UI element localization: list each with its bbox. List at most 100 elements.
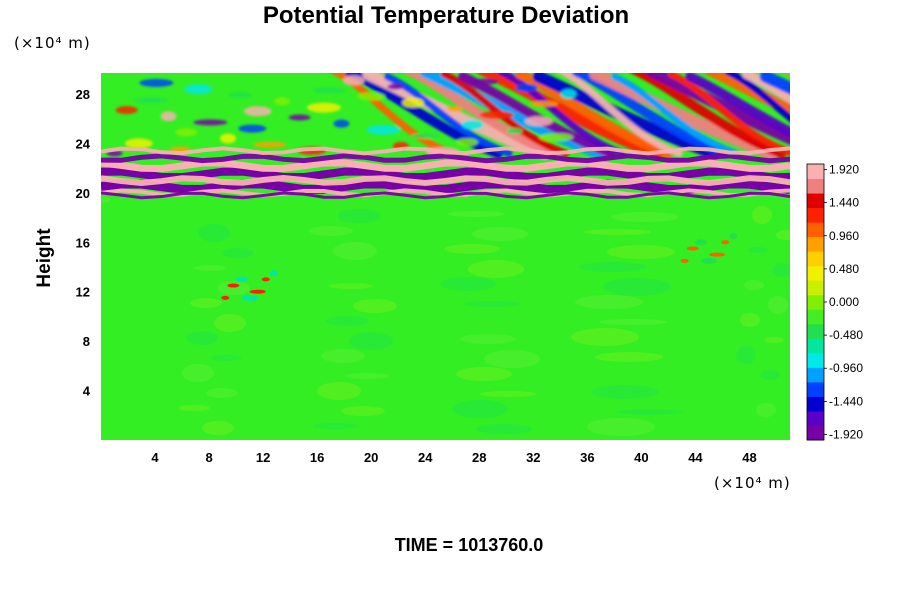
- cell-blob: [241, 294, 258, 301]
- y-axis-ticks: 4 8 12 16 20 24 28: [76, 87, 91, 399]
- colorbar-swatch: [807, 367, 824, 383]
- colorbar-swatch: [807, 193, 824, 209]
- background-texture: [333, 242, 377, 260]
- wave-crest: [497, 73, 626, 157]
- wave-blob: [219, 133, 236, 144]
- wave-blob: [306, 102, 341, 113]
- wave-blob: [124, 138, 153, 149]
- wave-blob: [160, 111, 177, 122]
- y-axis-label: Height: [34, 228, 55, 288]
- wave-crest: [704, 73, 790, 118]
- wave-crest: [589, 73, 778, 160]
- background-texture: [222, 248, 254, 258]
- wave-blob: [252, 141, 287, 148]
- background-texture: [760, 370, 780, 380]
- wave-blob: [470, 78, 499, 85]
- wave-blob: [506, 128, 523, 135]
- background-texture: [321, 349, 365, 363]
- background-texture: [349, 332, 393, 350]
- cell-blob: [249, 289, 266, 294]
- background-texture: [583, 229, 651, 235]
- background-texture: [772, 263, 790, 277]
- colorbar-swatch: [807, 425, 824, 441]
- background-texture: [776, 230, 790, 240]
- wave-crest: [724, 73, 790, 123]
- background-texture: [476, 424, 532, 434]
- x-axis-unit: (×10⁴ m): [714, 474, 791, 492]
- shear-substrata: [101, 191, 790, 200]
- colorbar-swatch: [807, 236, 824, 252]
- cell-blob: [269, 270, 278, 277]
- colorbar-swatch: [807, 164, 824, 180]
- cell-blob: [729, 233, 738, 240]
- shear-substrata: [101, 146, 790, 156]
- wave-blob: [402, 97, 425, 108]
- band-line: [101, 167, 790, 182]
- colorbar-swatch: [807, 294, 824, 310]
- background-texture: [579, 262, 647, 272]
- colorbar-swatch: [807, 178, 824, 194]
- colorbar-swatch: [807, 352, 824, 368]
- colorbar-swatch: [807, 381, 824, 397]
- background-texture: [329, 283, 373, 289]
- shear-layer-warm-band: [101, 159, 790, 172]
- y-axis-unit: (×10⁴ m): [14, 34, 91, 52]
- wave-blob: [333, 119, 350, 128]
- background-texture: [595, 352, 663, 362]
- background-texture: [472, 227, 528, 241]
- background-texture: [484, 350, 540, 368]
- wave-crest: [610, 73, 740, 157]
- background-texture: [337, 209, 381, 223]
- x-axis-ticks: 4 8 12 16 20 24 28 32 36 40 44 48: [151, 450, 756, 465]
- colorbar-tick-label: 1.920: [829, 163, 859, 177]
- background-texture: [468, 260, 524, 278]
- background-texture: [309, 226, 353, 236]
- colorbar-swatch: [807, 265, 824, 281]
- y-tick-label: 28: [76, 87, 90, 102]
- wave-crest: [667, 73, 790, 157]
- x-tick-label: 36: [580, 450, 594, 465]
- wave-crest: [759, 73, 790, 95]
- background-texture: [341, 406, 385, 416]
- background-texture: [603, 278, 671, 296]
- wave-blob: [479, 111, 514, 120]
- wave-blob: [387, 83, 404, 90]
- colorbar-tick-label: 0.480: [829, 262, 859, 276]
- wave-crest: [403, 73, 560, 159]
- shear-substrata: [101, 175, 790, 186]
- cell-blob: [686, 246, 699, 251]
- background-texture: [740, 313, 760, 327]
- wave-blob: [560, 89, 577, 100]
- wave-blob: [446, 105, 463, 112]
- background-texture: [575, 295, 643, 309]
- x-tick-label: 12: [256, 450, 270, 465]
- wave-crest: [515, 73, 674, 159]
- wave-blob: [461, 119, 484, 130]
- wave-blob: [184, 84, 213, 95]
- colorbar-tick-label: 0.960: [829, 229, 859, 243]
- background-texture: [182, 364, 214, 382]
- cell-blob: [680, 258, 689, 263]
- x-tick-label: 32: [526, 450, 540, 465]
- background-texture: [756, 403, 776, 417]
- cell-blob: [227, 283, 240, 288]
- wave-blob: [411, 133, 440, 140]
- colorbar: 1.920 1.440 0.960 0.480 0.000 -0.480 -0.960 -1.…: [806, 163, 863, 441]
- x-tick-label: 8: [205, 450, 212, 465]
- wave-blob: [229, 92, 252, 99]
- band-line: [101, 175, 790, 186]
- shear-substrata: [101, 153, 790, 164]
- colorbar-swatch: [807, 396, 824, 412]
- background-texture: [440, 277, 496, 291]
- y-tick-label: 4: [83, 384, 91, 399]
- y-tick-label: 16: [76, 235, 90, 250]
- wave-crest: [784, 73, 790, 77]
- wave-crest: [383, 73, 513, 157]
- shear-substrata: [101, 188, 790, 198]
- background-texture: [218, 281, 250, 295]
- wave-crest: [804, 72, 900, 154]
- background-texture: [206, 388, 238, 398]
- colorbar-swatch: [807, 309, 824, 325]
- background-texture: [194, 265, 226, 271]
